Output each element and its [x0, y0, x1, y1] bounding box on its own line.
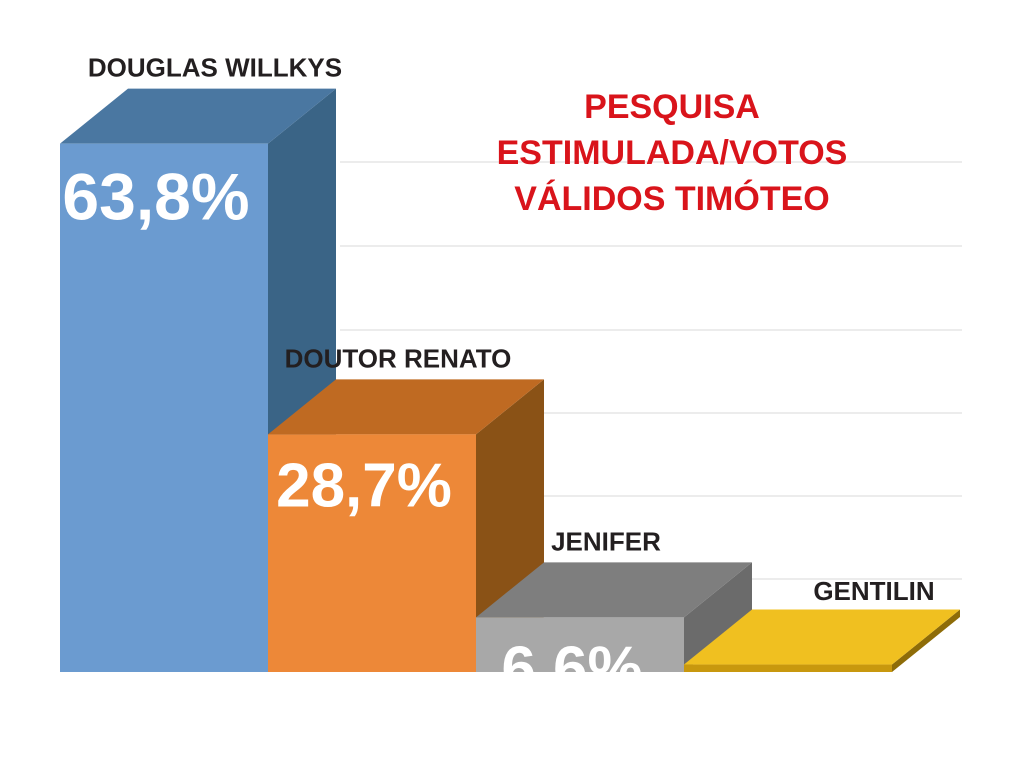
bars: 63,8% DOUGLAS WILLKYS 28,7% DOUTOR RENATO 6,… [60, 53, 960, 709]
value-label-2: 28,7% [276, 451, 452, 520]
bar-4: 0,9% GENTILIN [684, 576, 960, 709]
chart-title-line-1: PESQUISA [584, 88, 760, 126]
bar-top-2 [268, 379, 544, 435]
bar-top-4 [684, 609, 960, 665]
chart-title: PESQUISA ESTIMULADA/VOTOS VÁLIDOS TIMÓTE… [497, 88, 848, 218]
category-label-4: GENTILIN [813, 576, 934, 606]
value-label-4: 0,9% [753, 668, 835, 709]
bar-side-3 [684, 562, 752, 672]
bar-top-1 [60, 88, 336, 144]
bar-front-4 [684, 664, 892, 672]
bar-top-3 [476, 562, 752, 618]
bar-front-1 [60, 143, 268, 672]
chart-title-line-3: VÁLIDOS TIMÓTEO [514, 180, 829, 218]
bar-1: 63,8% DOUGLAS WILLKYS [60, 53, 342, 672]
value-label-1: 63,8% [62, 160, 249, 234]
bar-side-4 [892, 609, 960, 672]
bar-front-3 [476, 617, 684, 672]
bar-3: 6,6% JENIFER [476, 526, 752, 703]
chart-title-line-2: ESTIMULADA/VOTOS [497, 134, 848, 172]
category-label-3: JENIFER [551, 526, 661, 556]
bar-front-2 [268, 434, 476, 672]
value-label-3: 6,6% [501, 634, 642, 703]
category-label-1: DOUGLAS WILLKYS [88, 53, 342, 83]
category-label-2: DOUTOR RENATO [285, 343, 512, 373]
bar-2: 28,7% DOUTOR RENATO [268, 343, 544, 672]
